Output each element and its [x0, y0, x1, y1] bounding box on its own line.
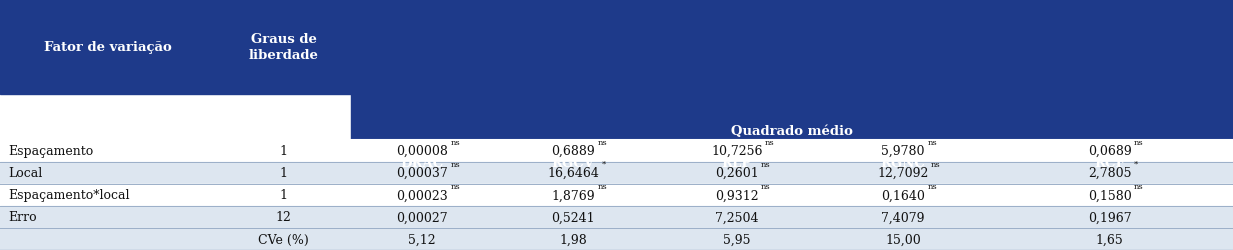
Text: DRAC: DRAC [401, 156, 444, 169]
Text: CVe (%): CVe (%) [258, 232, 309, 245]
Bar [0, 206, 1233, 228]
Bar [0, 228, 1233, 250]
Text: ns: ns [761, 182, 771, 190]
Text: 0,00027: 0,00027 [397, 210, 448, 224]
Bar [0, 162, 1233, 184]
Text: Graus de
liberdade: Graus de liberdade [249, 33, 318, 62]
Text: 1,98: 1,98 [560, 232, 587, 245]
Text: 12: 12 [276, 210, 291, 224]
Text: ns: ns [927, 138, 937, 146]
Text: 16,6464: 16,6464 [547, 166, 599, 179]
Text: ns: ns [450, 160, 460, 168]
Text: 0,1967: 0,1967 [1088, 210, 1132, 224]
Text: 0,5241: 0,5241 [551, 210, 596, 224]
Text: 1: 1 [280, 144, 287, 158]
Text: 12,7092: 12,7092 [878, 166, 928, 179]
Text: 15,00: 15,00 [885, 232, 921, 245]
Text: RGCV: RGCV [552, 156, 594, 169]
Text: 5,9780: 5,9780 [882, 144, 925, 158]
Bar [0, 184, 1233, 206]
Text: ns: ns [1134, 138, 1143, 146]
Bar [0, 0, 1233, 95]
Text: 0,2601: 0,2601 [715, 166, 758, 179]
Text: 0,9312: 0,9312 [715, 188, 758, 202]
Text: Quadrado médio: Quadrado médio [731, 125, 853, 138]
Text: 0,6889: 0,6889 [551, 144, 596, 158]
Text: ns: ns [764, 138, 774, 146]
Text: 1,65: 1,65 [1096, 232, 1123, 245]
Text: 1: 1 [280, 188, 287, 202]
Text: 1,8769: 1,8769 [551, 188, 596, 202]
Text: *: * [1134, 160, 1138, 168]
Text: 0,0689: 0,0689 [1088, 144, 1132, 158]
Text: RGNC: RGNC [880, 156, 926, 169]
Text: Fator de variação: Fator de variação [44, 41, 171, 54]
Text: ns: ns [450, 138, 460, 146]
Text: 0,00008: 0,00008 [396, 144, 449, 158]
Text: 5,95: 5,95 [723, 232, 751, 245]
Text: ns: ns [927, 182, 937, 190]
Text: *: * [602, 160, 605, 168]
Text: 10,7256: 10,7256 [711, 144, 762, 158]
Text: Espaçamento*local: Espaçamento*local [9, 188, 131, 202]
Text: ns: ns [931, 160, 941, 168]
Text: ns: ns [1134, 182, 1143, 190]
Text: Erro: Erro [9, 210, 37, 224]
Text: ns: ns [450, 182, 460, 190]
Text: 5,12: 5,12 [408, 232, 436, 245]
Bar [351, 95, 1233, 140]
Text: Espaçamento: Espaçamento [9, 144, 94, 158]
Text: Local: Local [9, 166, 43, 179]
Bar [0, 140, 1233, 162]
Text: 7,4079: 7,4079 [882, 210, 925, 224]
Text: RLP: RLP [721, 156, 752, 169]
Text: 0,1640: 0,1640 [882, 188, 925, 202]
Text: ns: ns [598, 182, 607, 190]
Text: ns: ns [761, 160, 771, 168]
Text: 2,7805: 2,7805 [1088, 166, 1132, 179]
Text: ns: ns [598, 138, 607, 146]
Text: 7,2504: 7,2504 [715, 210, 758, 224]
Text: 0,1580: 0,1580 [1088, 188, 1132, 202]
Text: 0,00037: 0,00037 [397, 166, 448, 179]
Text: RCF: RCF [1094, 156, 1126, 169]
Text: 0,00023: 0,00023 [397, 188, 448, 202]
Text: 1: 1 [280, 166, 287, 179]
